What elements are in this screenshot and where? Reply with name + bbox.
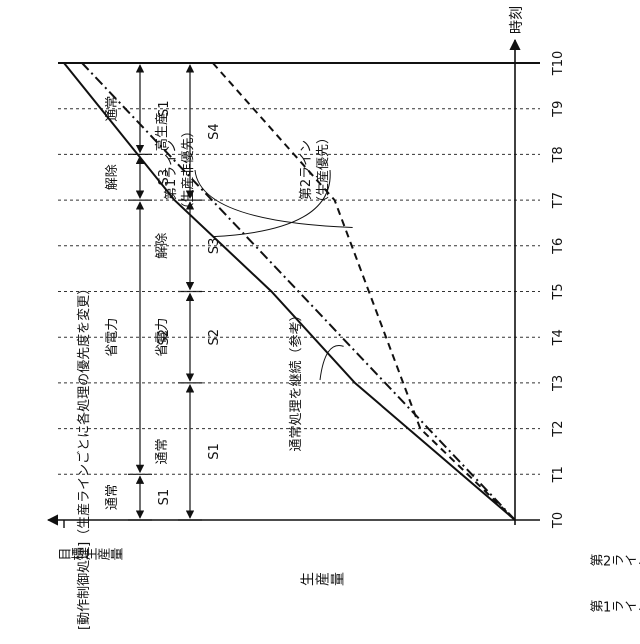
state-label: 解除 (105, 164, 120, 190)
state-code: S1 (157, 489, 172, 506)
series-label-line-1: 通常処理を継続（参考） (288, 308, 304, 451)
target-label: 目標生産量 (58, 548, 123, 564)
x-axis-label: 時刻 (509, 6, 525, 34)
state-label: 通常 (105, 484, 120, 510)
time-tick-label: T9 (551, 101, 566, 118)
time-tick-label: T10 (551, 51, 566, 76)
series-label-line-1: 第1ライン (164, 140, 179, 200)
time-tick-label: T1 (551, 466, 566, 483)
time-tick-label: T0 (551, 512, 566, 529)
time-tick-label: T6 (551, 238, 566, 255)
state-label: 通常 (155, 438, 170, 464)
page-title: [動作制御処理]（生産ラインごとに各処理の優先度を変更） (76, 282, 92, 630)
y-axis-label: 生産量 (300, 572, 345, 588)
time-tick-label: T2 (551, 420, 566, 437)
lane-name: 第2ライン (590, 554, 640, 570)
series-label-line-2: （生産非優先） (180, 124, 196, 215)
state-code: S4 (207, 123, 222, 140)
series-label-line-2: （生産優先） (315, 131, 331, 209)
state-code: S1 (207, 443, 222, 460)
series-callout-leader (320, 346, 344, 380)
time-tick-label: T4 (551, 329, 566, 346)
series-label-line-1: 第2ライン (299, 140, 314, 200)
time-tick-label: T8 (551, 146, 566, 163)
time-tick-label: T7 (551, 192, 566, 209)
time-tick-label: T3 (551, 375, 566, 392)
lane-name: 第1ライン (590, 600, 640, 616)
time-tick-label: T5 (551, 283, 566, 300)
